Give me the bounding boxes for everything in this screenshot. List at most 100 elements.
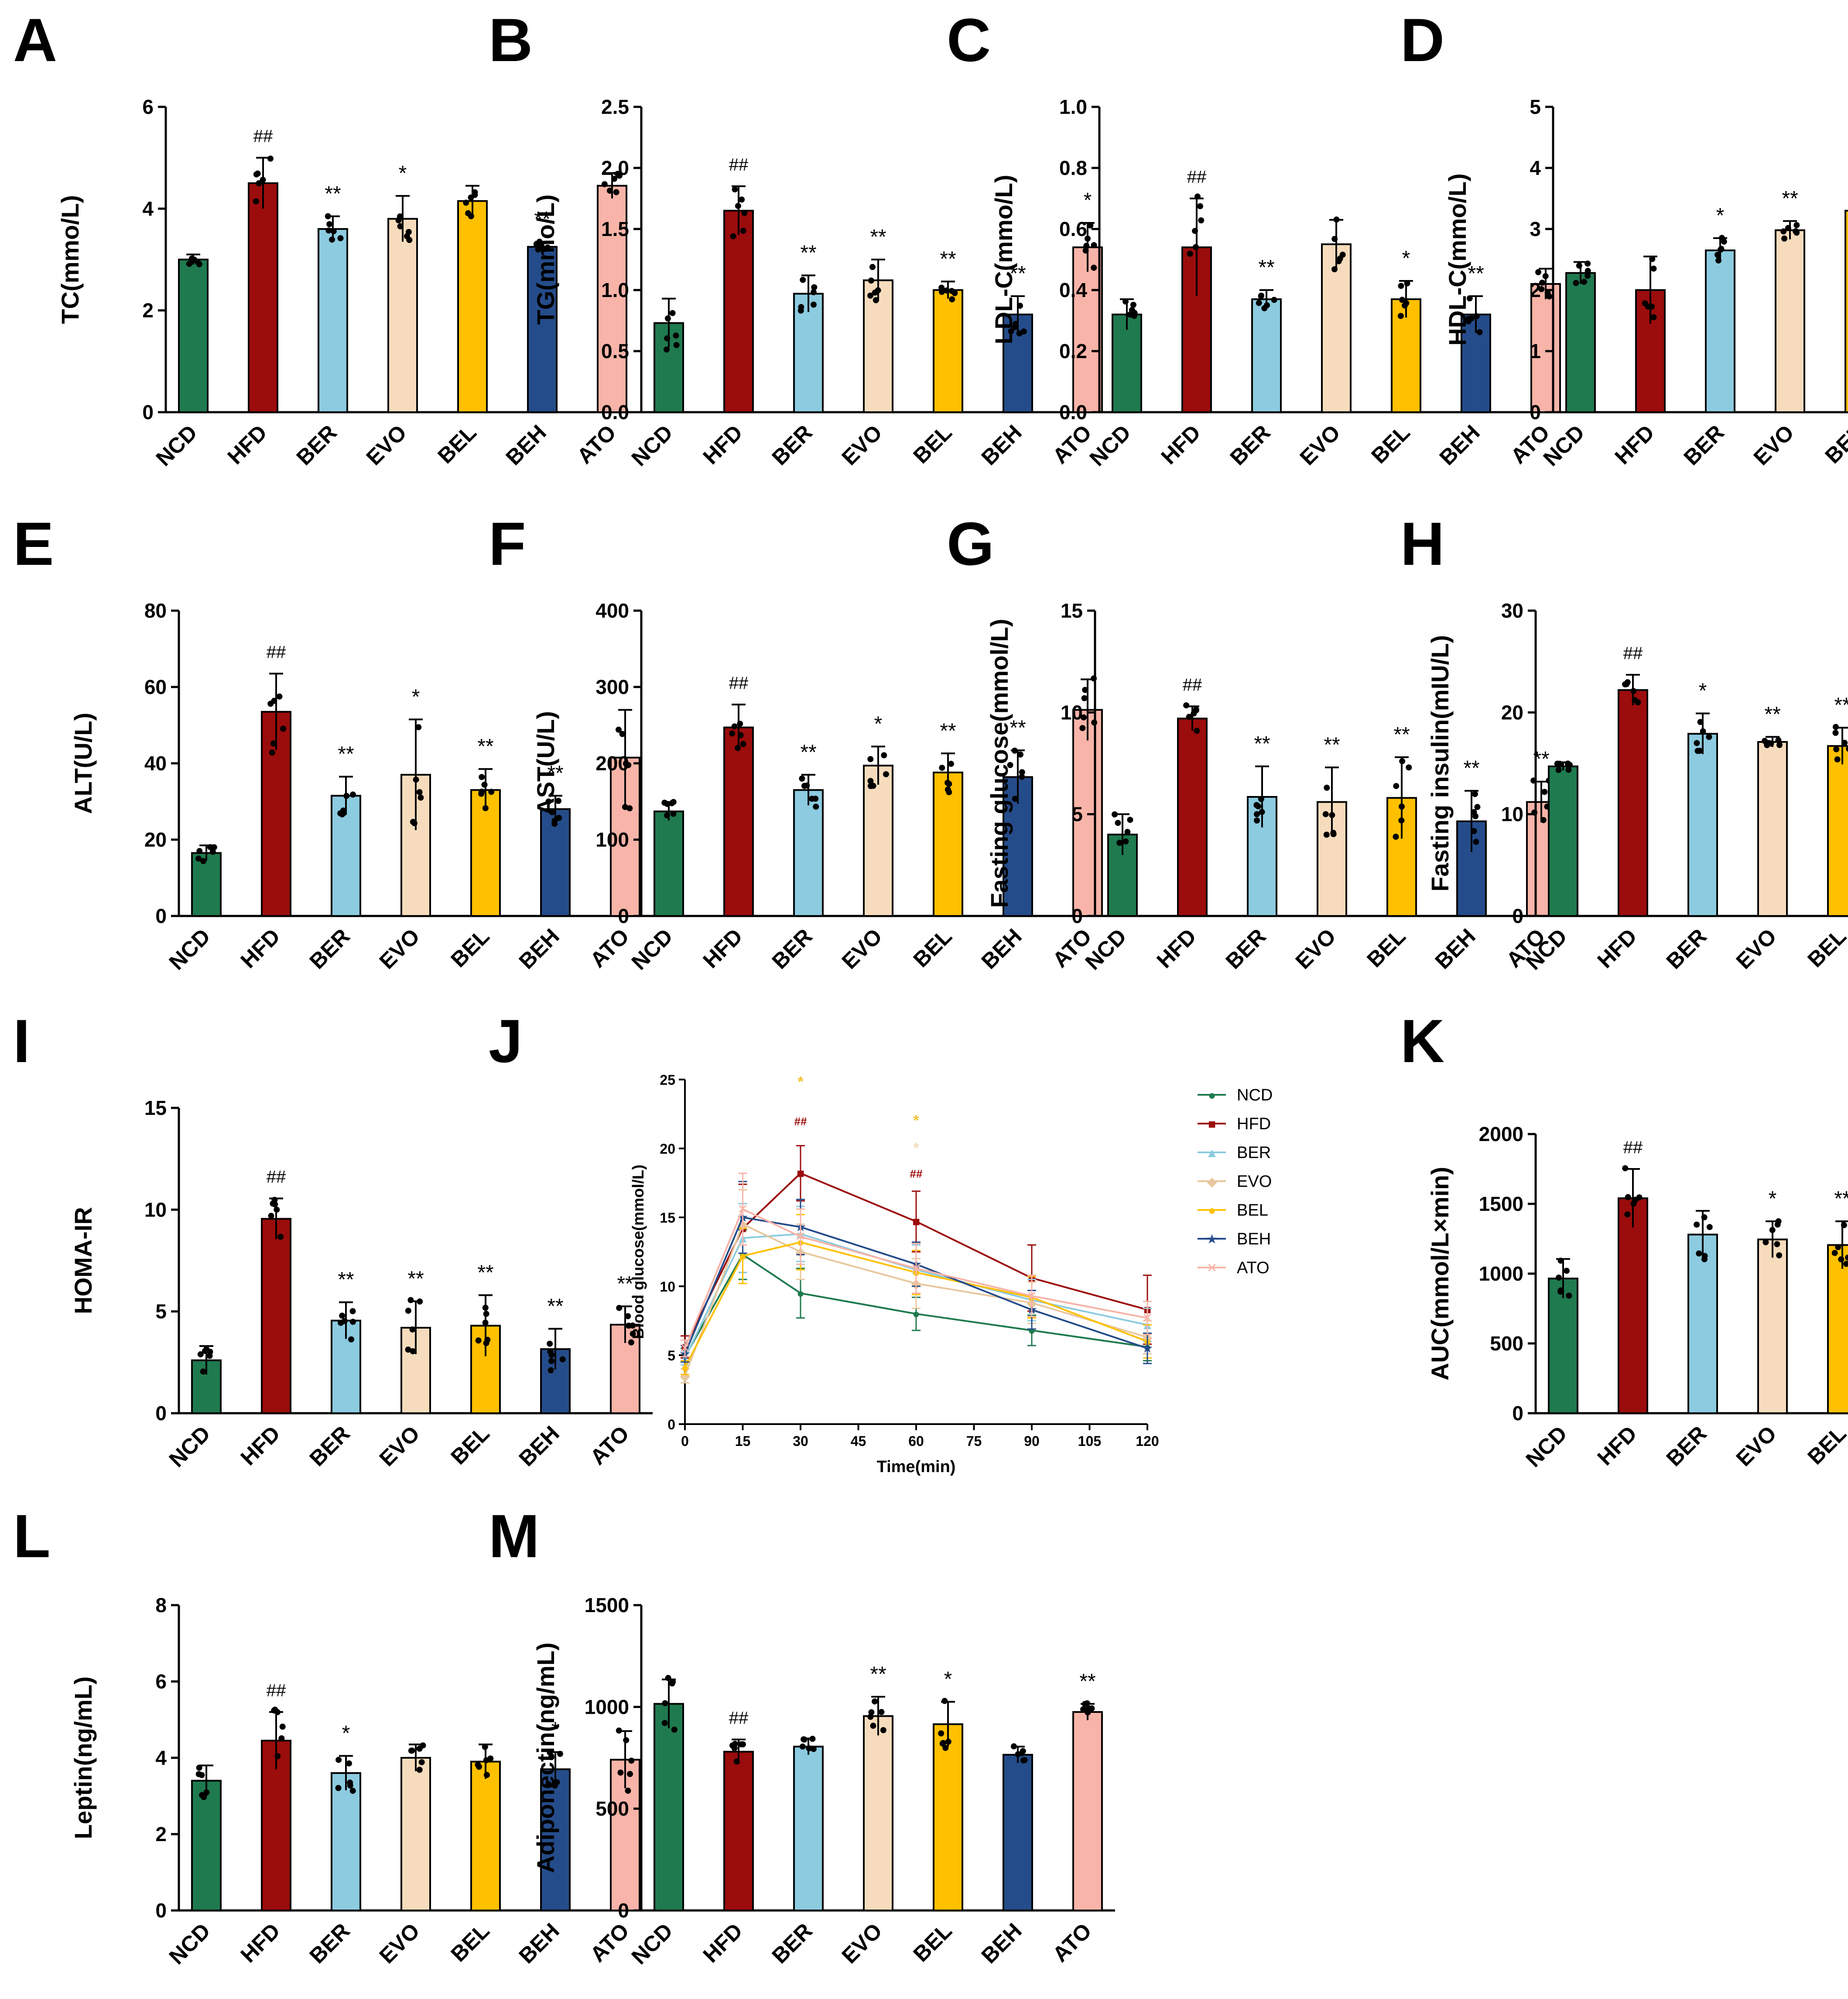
sample-dot (1017, 751, 1023, 758)
panel-label: M (489, 1502, 540, 1570)
sample-dot (1715, 252, 1721, 258)
sample-dot (1081, 1701, 1088, 1707)
sample-dot (1399, 758, 1406, 765)
panel-b: B 0.0 0.5 1.0 1.5 2.0 2.5 TG(mmo/L) NCD ## HFD ** BE… (489, 6, 1115, 471)
sample-dot (804, 782, 810, 789)
sample-dot (406, 237, 413, 243)
sample-dot (1715, 257, 1722, 264)
sample-dot (1192, 244, 1199, 250)
sample-dot (269, 749, 275, 756)
sample-dot (619, 731, 626, 737)
sample-dot (601, 181, 608, 188)
sample-dot (662, 1700, 668, 1706)
sample-dot (203, 1789, 210, 1796)
sample-dot (948, 761, 954, 767)
sample-dot (1019, 769, 1025, 776)
bar-ato (1072, 1711, 1103, 1911)
sample-dot (488, 789, 495, 795)
sample-dot (1764, 742, 1770, 748)
y-tick-label: 0.4 (1059, 279, 1087, 301)
sample-dot (1323, 831, 1330, 838)
bar-beh (527, 246, 558, 413)
sample-dot (339, 1312, 346, 1319)
sample-dot (1706, 1224, 1713, 1230)
y-tick-label: 6 (155, 1670, 167, 1693)
sample-dot (1085, 1709, 1091, 1716)
legend-label: NCD (1237, 1086, 1273, 1104)
sample-dot (1083, 243, 1090, 249)
sample-dot (253, 198, 259, 205)
x-tick-label: BEH (514, 1918, 564, 1968)
significance-mark: ## (267, 642, 286, 662)
x-tick-label: BER (1225, 420, 1275, 470)
bar-hfd (723, 1751, 754, 1911)
sample-dot (625, 762, 632, 769)
sample-dot (799, 775, 805, 782)
y-axis-label: Fasting glucose(mmol/L) (986, 619, 1013, 908)
sample-dot (1630, 688, 1637, 694)
sample-dot (630, 1330, 636, 1337)
sample-dot (405, 1346, 411, 1353)
sample-dot (1565, 766, 1572, 773)
sample-dot (1835, 1244, 1841, 1251)
sample-dot (800, 277, 806, 283)
sample-dot (941, 1698, 948, 1704)
sample-dot (197, 1351, 204, 1357)
significance-mark: * (913, 1140, 919, 1156)
sample-dot (730, 233, 736, 239)
series-line (684, 1241, 1148, 1368)
sample-dot (1129, 307, 1135, 313)
significance-mark: ## (1623, 644, 1643, 663)
y-tick-label: 0.0 (601, 401, 629, 424)
sample-dot (1079, 725, 1086, 731)
sample-dot (878, 1709, 885, 1715)
sample-dot (1832, 724, 1839, 730)
legend-marker: ● (1208, 1088, 1216, 1103)
bar-ncd (178, 259, 209, 413)
bar-ber (1251, 298, 1282, 413)
significance-mark: * (1084, 189, 1092, 212)
panel-k: K 0 500 1000 1500 2000 AUC(mmol/L×min) NCD ## HFD… (1400, 1007, 1848, 1472)
y-tick-label: 0 (1530, 401, 1541, 424)
sample-dot (630, 1322, 636, 1329)
sample-dot (664, 801, 671, 807)
x-tick-label: 15 (735, 1433, 751, 1449)
legend-marker: ■ (1208, 1117, 1216, 1131)
y-axis-label: Adiponectin(ng/mL) (532, 1643, 559, 1873)
bar-bel (1827, 1244, 1848, 1414)
sample-dot (1263, 302, 1270, 308)
bar-ber (1687, 1234, 1718, 1414)
sample-dot (1021, 1757, 1028, 1763)
bar-bel (933, 1723, 963, 1911)
sample-dot (1622, 681, 1629, 687)
data-point: ■ (797, 1166, 804, 1181)
significance-mark: ** (1834, 694, 1848, 717)
sample-dot (196, 1764, 202, 1771)
bar-hfd (723, 726, 754, 917)
y-tick-label: 10 (660, 1279, 675, 1295)
sample-dot (1841, 740, 1848, 746)
bar-hfd (1618, 1197, 1648, 1414)
significance-mark: ## (1623, 1138, 1643, 1157)
sample-dot (1694, 1221, 1700, 1228)
sample-dot (1399, 803, 1405, 810)
sample-dot (867, 292, 874, 299)
panel-label: G (947, 509, 994, 578)
y-tick-label: 0.8 (1059, 157, 1087, 179)
y-tick-label: 200 (595, 752, 629, 775)
sample-dot (810, 301, 817, 308)
significance-mark: * (797, 1073, 804, 1090)
significance-mark: * (944, 1668, 952, 1691)
significance-mark: * (342, 1722, 350, 1745)
y-axis-label: HOMA-IR (69, 1207, 97, 1314)
sample-dot (799, 1743, 806, 1750)
bar-ber (318, 228, 348, 413)
legend: ● NCD ■ HFD ▲ BER ◆ EVO ● BEL ★ BEH ✕ ATO (1198, 1086, 1273, 1277)
sample-dot (669, 310, 676, 316)
sample-dot (475, 1337, 482, 1344)
sample-dot (1330, 831, 1337, 837)
sample-dot (611, 175, 618, 182)
sample-dot (1331, 236, 1338, 242)
series-ato: ✕ ✕ ✕ ✕ ✕ ✕ (679, 1172, 1153, 1357)
sample-dot (1785, 225, 1791, 231)
